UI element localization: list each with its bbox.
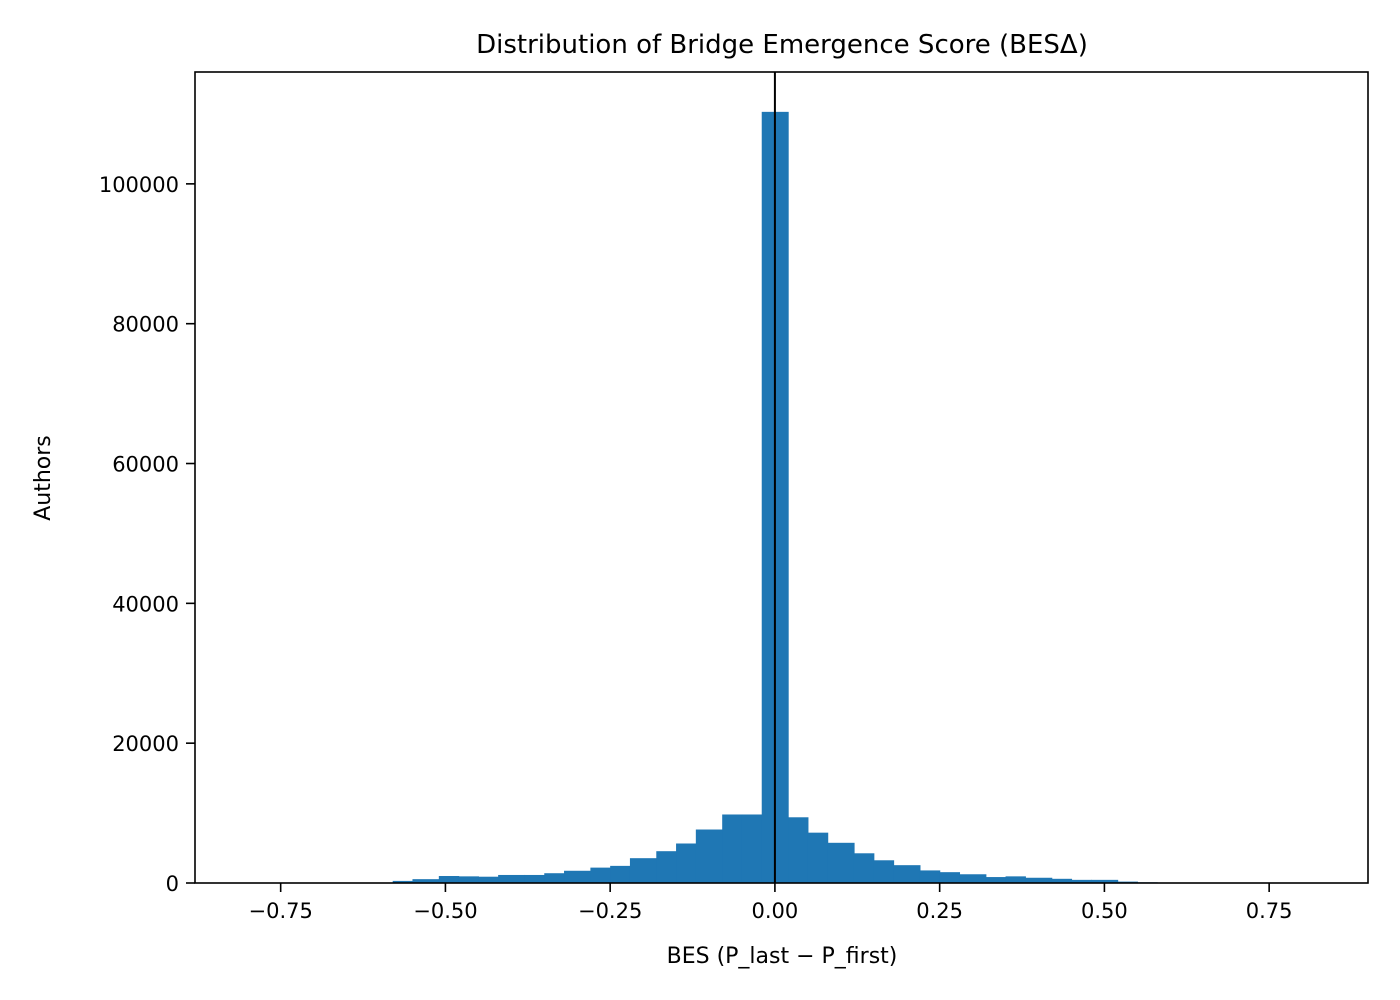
x-tick-label: −0.75 [248, 899, 312, 923]
histogram-bar [893, 865, 921, 883]
x-tick-label: −0.50 [413, 899, 477, 923]
histogram-bar [827, 842, 855, 883]
histogram-bar [629, 858, 657, 883]
histogram-bar [919, 870, 941, 883]
histogram-bar [458, 876, 479, 883]
x-tick-label: 0.50 [1081, 899, 1128, 923]
y-tick-label: 100000 [99, 173, 179, 197]
histogram-bar [695, 829, 723, 883]
x-axis-label: BES (P_last − P_first) [667, 944, 898, 969]
histogram-bar [1005, 876, 1026, 883]
histogram-bar [985, 877, 1007, 883]
y-tick-label: 0 [166, 872, 179, 896]
y-axis-ticks: 0 20000 40000 60000 80000 100000 [99, 173, 195, 896]
chart-title: Distribution of Bridge Emergence Score (… [476, 30, 1088, 60]
histogram-bar [610, 865, 631, 883]
plot-frame [194, 71, 1369, 884]
y-tick-label: 60000 [112, 453, 179, 477]
histogram-bar [741, 814, 763, 883]
histogram-bar [498, 874, 526, 883]
histogram-bar [656, 851, 677, 883]
histogram-bar [412, 879, 440, 883]
histogram-bar [590, 867, 611, 883]
histogram-bar [1025, 877, 1053, 883]
y-axis-label: Authors [31, 435, 56, 521]
histogram-bar [676, 843, 697, 883]
histogram-bar [1071, 879, 1092, 883]
histogram-bar [788, 817, 809, 883]
x-axis-ticks: −0.75 −0.50 −0.25 0.00 0.25 0.50 0.75 [248, 883, 1293, 923]
histogram-bar [939, 872, 961, 883]
histogram-bar [392, 880, 414, 883]
histogram-bar [853, 853, 875, 883]
y-tick-label: 80000 [112, 313, 179, 337]
histogram-bar [524, 874, 545, 883]
histogram-bar [564, 870, 591, 883]
x-tick-label: 0.00 [752, 899, 799, 923]
histogram-bar [722, 814, 743, 883]
histogram-bar [478, 876, 499, 883]
histogram-bar [1051, 878, 1073, 883]
histogram-bar [807, 832, 829, 883]
histogram-bar [544, 873, 565, 883]
x-tick-label: 0.25 [916, 899, 963, 923]
histogram-bar [959, 874, 987, 883]
x-tick-label: 0.75 [1246, 899, 1293, 923]
histogram-bar [438, 876, 460, 883]
histogram-bar [873, 860, 895, 883]
x-tick-label: −0.25 [578, 899, 642, 923]
histogram-bar [1091, 879, 1119, 883]
y-tick-label: 40000 [112, 592, 179, 616]
y-tick-label: 20000 [112, 732, 179, 756]
